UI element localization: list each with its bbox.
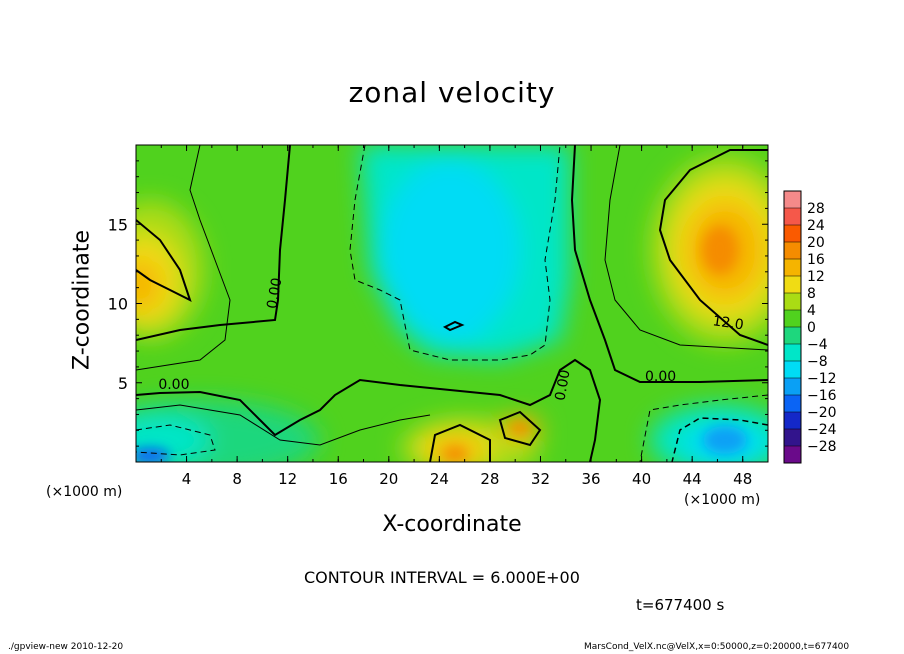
footer-right: MarsCond_VelX.nc@VelX,x=0:50000,z=0:2000…: [584, 642, 850, 652]
field-patch: [443, 447, 467, 461]
x-tick-label: 48: [733, 470, 752, 488]
field-patch: [136, 260, 160, 310]
colorbar-swatch: [784, 446, 801, 464]
colorbar-label: 8: [807, 286, 816, 302]
colorbar-swatch: [784, 378, 801, 396]
contour-label: 0.00: [645, 369, 676, 385]
contour-line: [671, 417, 768, 462]
contour-line: [136, 145, 231, 371]
x-tick-label: 32: [531, 470, 550, 488]
colorbar-swatch: [784, 310, 801, 328]
y-axis-label: Z-coordinate: [69, 230, 95, 370]
contour-label: 12.0: [712, 313, 745, 333]
colorbar-swatch: [784, 276, 801, 294]
x-tick-label: 44: [683, 470, 702, 488]
colorbar-swatch: [784, 225, 801, 243]
colorbar-label: 16: [807, 252, 825, 268]
contour-line: [136, 404, 431, 446]
colorbar-swatch: [784, 429, 801, 447]
colorbar-label: 28: [807, 201, 825, 217]
contour-label: 0.00: [264, 277, 285, 310]
x-tick-label: 16: [329, 470, 348, 488]
contour-label: 0.00: [158, 377, 189, 393]
contour-line: [136, 358, 602, 462]
contour-label: 0.00: [552, 368, 573, 401]
contour-line: [570, 145, 768, 383]
y-tick-label: 10: [108, 295, 128, 314]
colorbar-label: −8: [807, 354, 828, 370]
x-axis: 4 8 12 16 20 24 28 32 36 40 44 48: [160, 145, 752, 488]
contour-interval-note: CONTOUR INTERVAL = 6.000E+00: [304, 568, 580, 587]
x-tick-label: 40: [632, 470, 651, 488]
y-tick-label: 5: [118, 374, 128, 393]
colorbar-swatch: [784, 208, 801, 226]
colorbar-label: 4: [807, 303, 816, 319]
field-patch: [425, 307, 485, 343]
x-tick-label: 24: [430, 470, 449, 488]
x-tick-label: 4: [182, 470, 192, 488]
x-tick-label: 20: [379, 470, 398, 488]
contour-line: [658, 149, 768, 346]
colorbar-label: 12: [807, 269, 825, 285]
colorbar-swatch: [784, 293, 801, 311]
x-tick-label: 12: [278, 470, 297, 488]
colorbar-swatch: [784, 242, 801, 260]
contour-line: [136, 219, 192, 302]
x-tick-label: 8: [232, 470, 242, 488]
y-tick-label: 15: [108, 215, 128, 234]
x-unit-right: (×1000 m): [684, 492, 761, 508]
colorbar-swatch: [784, 327, 801, 345]
contour-line: [136, 424, 216, 456]
y-axis: 5 10 15: [108, 160, 768, 447]
colorbar-label: 0: [807, 320, 816, 336]
contour-line: [639, 394, 768, 462]
colorbar-swatch: [784, 191, 801, 209]
field-patch: [703, 426, 747, 454]
contour-labels: 0.00 0.00 0.00 0.00 12.0: [158, 277, 744, 402]
x-tick-label: 28: [480, 470, 499, 488]
contour-line: [442, 320, 465, 332]
field-patch: [510, 422, 530, 434]
colorbar-swatch: [784, 361, 801, 379]
x-unit-left: (×1000 m): [46, 484, 123, 500]
colorbar-label: −28: [807, 439, 837, 455]
chart-title: zonal velocity: [348, 76, 556, 109]
x-axis-label: X-coordinate: [0, 512, 904, 537]
colorbar-label: −4: [807, 337, 828, 353]
colorbar-label: −20: [807, 405, 837, 421]
velocity-field: [136, 145, 768, 462]
contour-line: [604, 145, 768, 351]
colorbar-label: 20: [807, 235, 825, 251]
field-patch: [702, 226, 738, 274]
x-tick-label: 36: [581, 470, 600, 488]
footer-left: ./gpview-new 2010-12-20: [8, 642, 124, 652]
contour-line: [429, 423, 491, 462]
colorbar-label: −16: [807, 388, 837, 404]
colorbar-swatch: [784, 395, 801, 413]
field-patch: [136, 448, 170, 462]
colorbar-label: −24: [807, 422, 837, 438]
contour-line: [136, 145, 291, 341]
field-patch: [380, 160, 520, 340]
contour-line: [498, 410, 542, 447]
colorbar-swatch: [784, 344, 801, 362]
colorbar-label: −12: [807, 371, 837, 387]
time-stamp: t=677400 s: [636, 596, 725, 614]
colorbar-swatch: [784, 412, 801, 430]
colorbar-swatch: [784, 259, 801, 277]
x-axis-label-text: X-coordinate: [382, 512, 522, 537]
colorbar-label: 24: [807, 218, 825, 234]
